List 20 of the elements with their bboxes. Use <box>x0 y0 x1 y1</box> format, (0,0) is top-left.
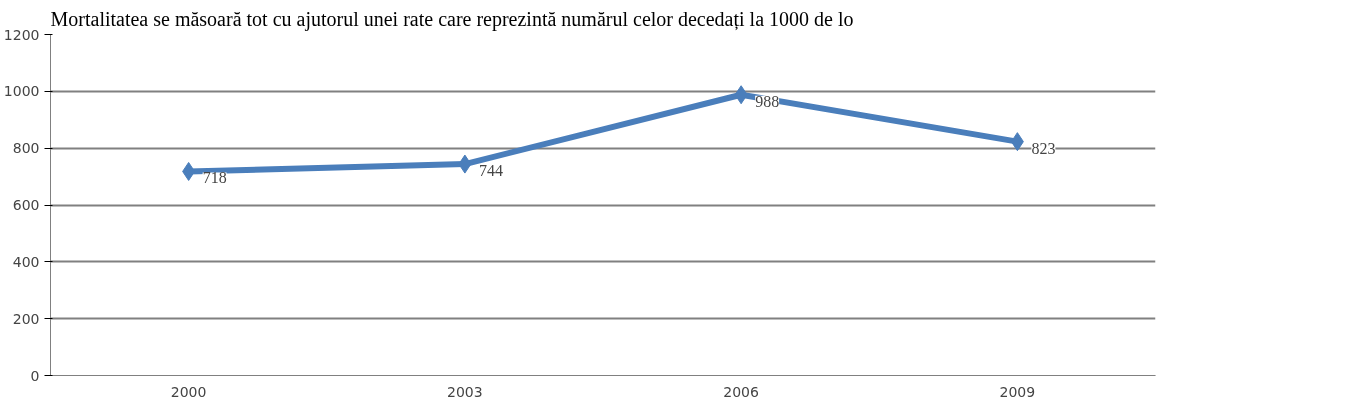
y-tick-label: 1200 <box>3 26 40 43</box>
data-label: 718 <box>202 169 227 187</box>
point <box>458 154 472 174</box>
x-tick-label: 2003 <box>447 383 483 400</box>
data-label: 744 <box>478 162 503 180</box>
point <box>734 85 748 105</box>
data-label: 823 <box>1031 139 1056 157</box>
x-tick-label: 2000 <box>170 383 207 400</box>
point <box>1010 132 1024 152</box>
data-label: 988 <box>755 92 780 110</box>
y-tick-label: 800 <box>12 140 40 157</box>
y-tick-label: 1000 <box>3 83 40 100</box>
y-tick-label: 600 <box>12 197 40 213</box>
y-tick-label: 400 <box>12 253 40 270</box>
chart-title: Mortalitatea se măsoară tot cu ajutorul unei rate care reprezintă numărul celor decedați la 1000 de lo <box>50 7 854 31</box>
x-tick-label: 2006 <box>723 383 760 400</box>
y-tick-label: 200 <box>12 310 40 327</box>
x-tick-label: 2009 <box>999 383 1036 400</box>
point <box>182 161 196 181</box>
y-tick-label: 0 <box>30 367 40 384</box>
